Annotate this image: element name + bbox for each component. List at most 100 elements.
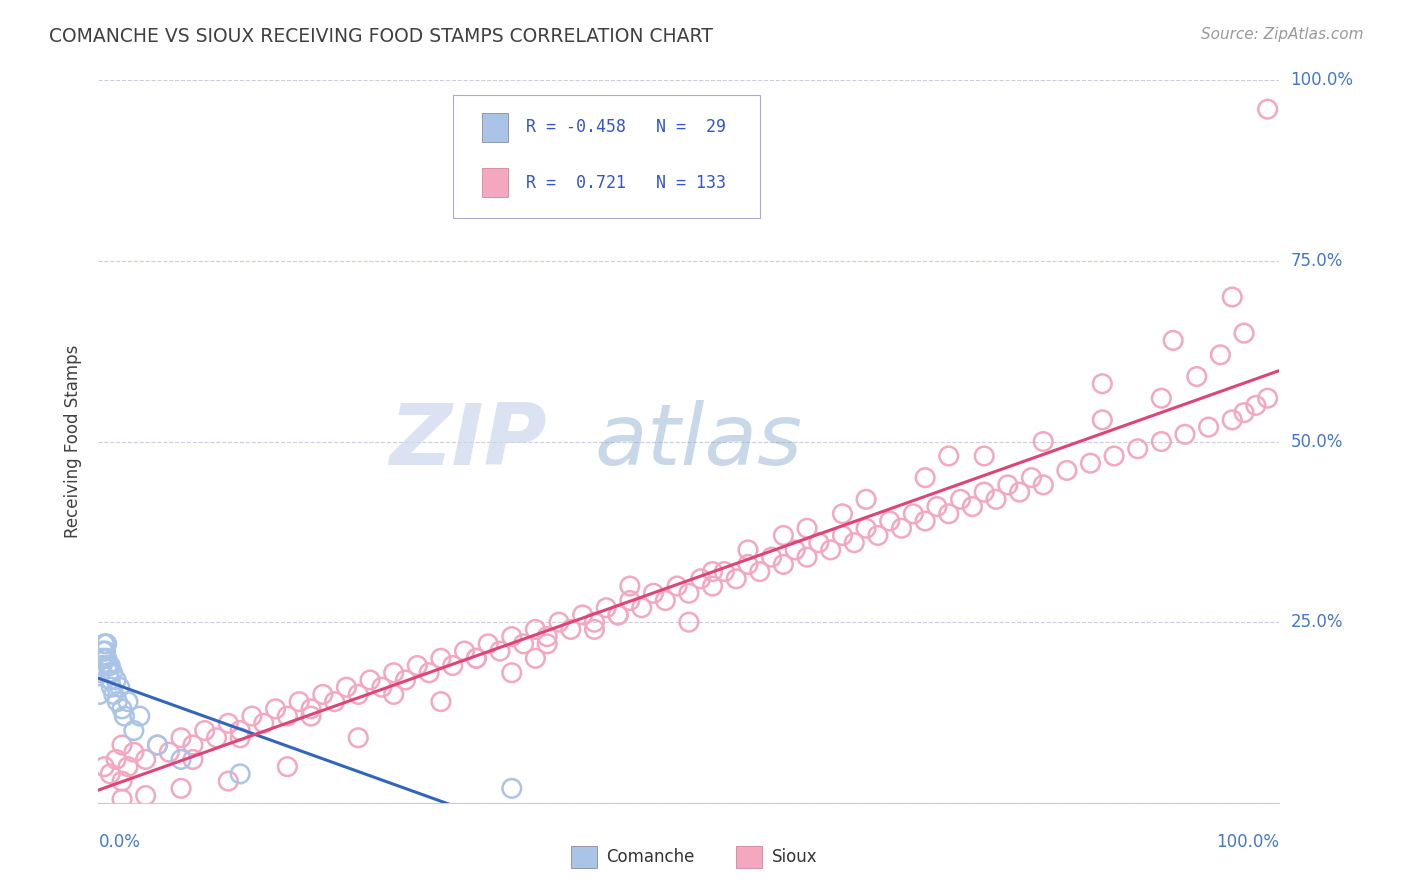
Point: [489, 644, 512, 658]
Point: [205, 731, 228, 745]
Point: [820, 542, 842, 557]
Point: [678, 615, 700, 630]
Point: [93, 637, 115, 651]
Point: [135, 752, 157, 766]
Point: [748, 565, 770, 579]
Point: [93, 651, 115, 665]
Point: [382, 687, 405, 701]
Text: Source: ZipAtlas.com: Source: ZipAtlas.com: [1201, 27, 1364, 42]
Text: atlas: atlas: [595, 400, 803, 483]
Point: [98, 665, 121, 680]
Point: [91, 644, 114, 658]
Point: [96, 651, 118, 665]
Point: [1091, 413, 1114, 427]
Point: [984, 492, 1007, 507]
Text: 25.0%: 25.0%: [1291, 613, 1343, 632]
Text: R = -0.458   N =  29: R = -0.458 N = 29: [526, 119, 725, 136]
Text: 100.0%: 100.0%: [1291, 71, 1354, 89]
FancyBboxPatch shape: [482, 112, 508, 142]
Point: [146, 738, 169, 752]
Point: [1257, 102, 1279, 116]
Point: [560, 623, 582, 637]
Point: [111, 738, 134, 752]
Point: [1056, 463, 1078, 477]
Point: [108, 680, 131, 694]
Point: [117, 695, 139, 709]
Point: [949, 492, 972, 507]
Point: [737, 558, 759, 572]
Point: [91, 651, 114, 665]
Point: [1185, 369, 1208, 384]
Point: [112, 709, 135, 723]
Point: [430, 695, 453, 709]
Y-axis label: Receiving Food Stamps: Receiving Food Stamps: [65, 345, 83, 538]
Point: [359, 673, 381, 687]
Point: [772, 558, 794, 572]
Point: [1161, 334, 1184, 348]
Point: [772, 528, 794, 542]
FancyBboxPatch shape: [737, 847, 762, 868]
Point: [1150, 391, 1173, 405]
Point: [453, 644, 475, 658]
Point: [702, 579, 724, 593]
Point: [512, 637, 534, 651]
Point: [1209, 348, 1232, 362]
Point: [135, 789, 157, 803]
Point: [761, 550, 783, 565]
Point: [170, 781, 193, 796]
Point: [101, 665, 124, 680]
Point: [1220, 413, 1243, 427]
Point: [831, 528, 853, 542]
Point: [501, 781, 523, 796]
Point: [997, 478, 1019, 492]
Point: [122, 723, 145, 738]
Point: [217, 716, 239, 731]
Point: [925, 500, 948, 514]
Point: [170, 731, 193, 745]
Text: 75.0%: 75.0%: [1291, 252, 1343, 270]
Point: [571, 607, 593, 622]
Point: [1102, 449, 1125, 463]
Text: 0.0%: 0.0%: [98, 833, 141, 851]
Point: [903, 507, 925, 521]
Point: [181, 738, 204, 752]
Point: [973, 449, 995, 463]
Point: [725, 572, 748, 586]
Point: [666, 579, 689, 593]
Point: [465, 651, 488, 665]
Point: [347, 687, 370, 701]
Point: [347, 731, 370, 745]
Text: ZIP: ZIP: [389, 400, 547, 483]
Point: [844, 535, 866, 549]
Point: [103, 687, 125, 701]
FancyBboxPatch shape: [482, 169, 508, 197]
Point: [1032, 434, 1054, 449]
Point: [105, 695, 128, 709]
Point: [1244, 398, 1267, 412]
Point: [678, 586, 700, 600]
Point: [264, 702, 287, 716]
Point: [501, 630, 523, 644]
Point: [536, 630, 558, 644]
Point: [855, 492, 877, 507]
Point: [914, 470, 936, 484]
Point: [1220, 290, 1243, 304]
Point: [619, 593, 641, 607]
Point: [441, 658, 464, 673]
Point: [98, 767, 121, 781]
Point: [807, 535, 830, 549]
Text: R =  0.721   N = 133: R = 0.721 N = 133: [526, 174, 725, 192]
Point: [394, 673, 416, 687]
Point: [1032, 478, 1054, 492]
Point: [93, 760, 115, 774]
Point: [122, 745, 145, 759]
Point: [194, 723, 217, 738]
Point: [1233, 326, 1256, 340]
Point: [105, 673, 128, 687]
Point: [1257, 391, 1279, 405]
Point: [335, 680, 357, 694]
Point: [105, 752, 128, 766]
Point: [418, 665, 440, 680]
Point: [276, 709, 298, 723]
Point: [382, 665, 405, 680]
